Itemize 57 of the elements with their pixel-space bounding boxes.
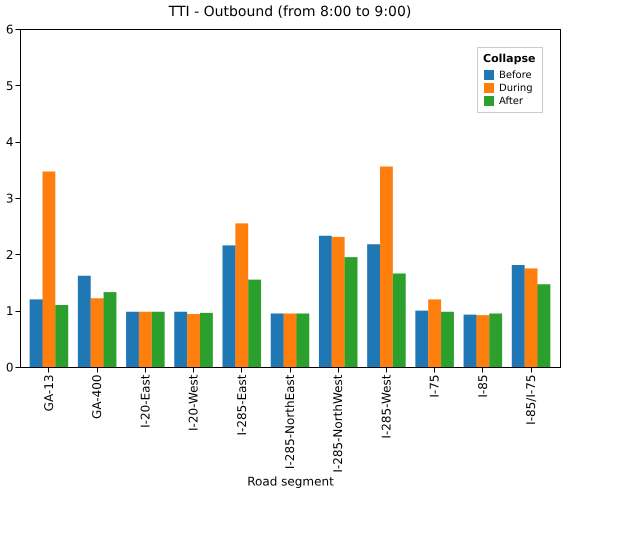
bar (441, 312, 454, 367)
bar (138, 312, 152, 367)
y-tick-label: 3 (6, 192, 14, 206)
bar (380, 166, 393, 367)
x-tick-label: I-20-West (186, 374, 201, 431)
bar (428, 299, 442, 367)
bar (489, 313, 502, 367)
bar (200, 312, 213, 367)
legend-label: During (499, 83, 533, 94)
bar (538, 284, 550, 367)
chart-title: TTI - Outbound (from 8:00 to 9:00) (168, 4, 412, 20)
bar (344, 257, 358, 367)
y-tick-label: 2 (6, 248, 14, 262)
bar (524, 268, 538, 367)
x-tick-label: I-285-West (379, 374, 394, 439)
x-tick-label: I-85 (476, 374, 490, 398)
x-axis-title: Road segment (247, 474, 334, 489)
x-tick-label: I-285-East (234, 374, 249, 436)
bar (187, 314, 200, 367)
x-tick-label: I-85/I-75 (524, 374, 538, 425)
x-tick-label: I-285-NorthEast (283, 374, 297, 470)
y-tick-label: 5 (6, 78, 14, 93)
legend-label: Before (499, 70, 532, 81)
bar (30, 299, 42, 367)
y-tick-label: 0 (6, 360, 14, 374)
bar (296, 313, 310, 367)
y-tick-label: 6 (6, 22, 14, 36)
x-tick-label: GA-400 (90, 374, 104, 419)
legend-title: Collapse (483, 52, 536, 65)
bar (284, 313, 296, 367)
bar (476, 315, 490, 367)
bar (512, 265, 525, 367)
bar (78, 276, 91, 367)
bar (152, 312, 165, 367)
bar (55, 305, 68, 367)
bar (90, 298, 104, 367)
x-tick-label: I-285-NorthWest (331, 374, 346, 473)
x-tick-label: GA-13 (42, 374, 56, 412)
bar (104, 292, 116, 367)
bar (174, 312, 188, 367)
bar (464, 314, 476, 367)
bar (222, 245, 236, 367)
bar (42, 172, 56, 367)
bar (126, 312, 139, 367)
bar (392, 273, 406, 367)
x-tick-label: I-75 (428, 374, 442, 398)
legend-label: After (499, 96, 524, 107)
bar (332, 236, 345, 367)
bar (235, 223, 248, 367)
x-tick-label: I-20-East (138, 374, 152, 428)
y-tick-label: 4 (6, 135, 14, 150)
bar (318, 236, 332, 367)
bar (367, 244, 380, 367)
y-tick-label: 1 (6, 304, 14, 318)
bar (415, 310, 428, 367)
bar (270, 313, 284, 367)
bar (248, 280, 262, 367)
